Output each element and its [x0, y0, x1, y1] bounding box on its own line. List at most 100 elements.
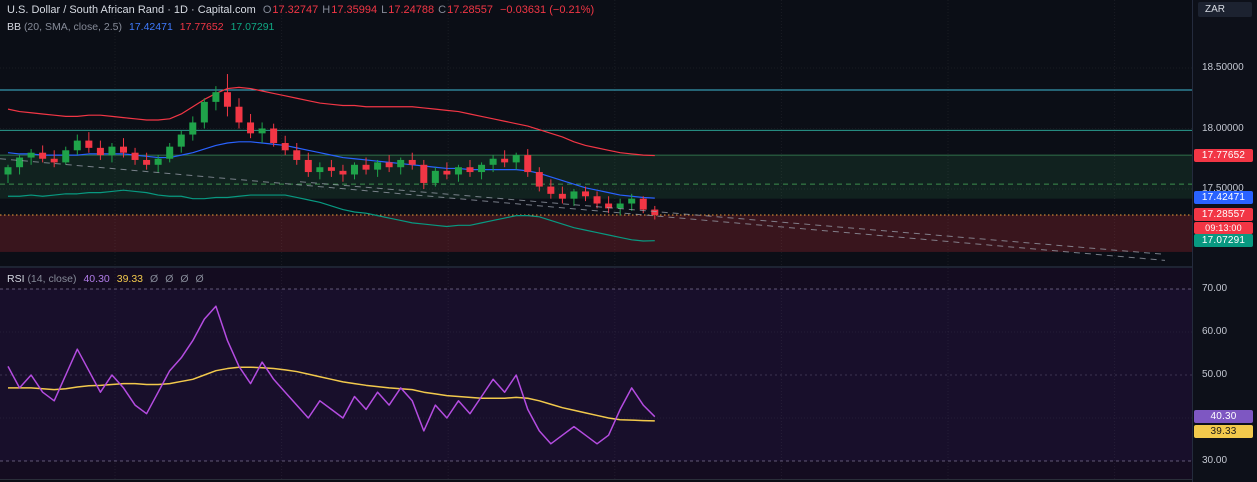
- candle[interactable]: [28, 153, 35, 158]
- candle[interactable]: [651, 210, 658, 215]
- zone-green: [0, 155, 1192, 199]
- rsi-tick: 70.00: [1202, 283, 1227, 295]
- candle[interactable]: [339, 171, 346, 175]
- candle[interactable]: [143, 160, 150, 165]
- high-label: H: [322, 4, 330, 16]
- candle[interactable]: [432, 171, 439, 183]
- candle[interactable]: [282, 143, 289, 150]
- candle[interactable]: [236, 107, 243, 123]
- candle[interactable]: [582, 191, 589, 196]
- bb-indicator-legend[interactable]: BB (20, SMA, close, 2.5) 17.42471 17.776…: [7, 21, 274, 33]
- price-tick: 18.00000: [1202, 123, 1244, 135]
- candle[interactable]: [547, 187, 554, 194]
- candle[interactable]: [617, 204, 624, 209]
- low-value: 17.24788: [388, 4, 434, 16]
- candle[interactable]: [478, 165, 485, 172]
- open-value: 17.32747: [272, 4, 318, 16]
- candle[interactable]: [524, 155, 531, 172]
- candle[interactable]: [409, 160, 416, 165]
- candle[interactable]: [490, 159, 497, 165]
- candle[interactable]: [328, 167, 335, 171]
- candle[interactable]: [39, 153, 46, 159]
- candle[interactable]: [178, 135, 185, 147]
- bb-upper-value: 17.77652: [180, 21, 224, 33]
- candle[interactable]: [305, 160, 312, 172]
- rsi-tick: 30.00: [1202, 455, 1227, 467]
- rsi-params: (14, close): [27, 273, 76, 285]
- candle[interactable]: [62, 150, 69, 162]
- candle[interactable]: [386, 162, 393, 167]
- rsi-tick: 50.00: [1202, 369, 1227, 381]
- change-value: −0.03631 (−0.21%): [500, 4, 594, 16]
- bb-params: (20, SMA, close, 2.5): [24, 21, 122, 33]
- candle[interactable]: [628, 199, 635, 204]
- main-chart-canvas[interactable]: [0, 0, 1192, 266]
- rsi-value: 40.30: [83, 273, 109, 285]
- ohlc-values: O17.32747 H17.35994 L17.24788 C17.28557: [263, 4, 493, 16]
- price-badge: 17.77652: [1194, 149, 1253, 162]
- candle[interactable]: [594, 196, 601, 203]
- bb-name[interactable]: BB: [7, 21, 21, 33]
- candle[interactable]: [74, 141, 81, 151]
- candle[interactable]: [513, 155, 520, 162]
- close-value: 17.28557: [447, 4, 493, 16]
- rsi-canvas[interactable]: [0, 268, 1192, 479]
- candle[interactable]: [455, 167, 462, 174]
- rsi-pane[interactable]: [0, 268, 1192, 479]
- candle[interactable]: [132, 153, 139, 160]
- candle[interactable]: [212, 92, 219, 102]
- candle[interactable]: [316, 167, 323, 172]
- candle[interactable]: [420, 165, 427, 183]
- candle[interactable]: [120, 147, 127, 153]
- candle[interactable]: [189, 122, 196, 134]
- candle[interactable]: [85, 141, 92, 148]
- high-value: 17.35994: [331, 4, 377, 16]
- price-badge: 17.07291: [1194, 234, 1253, 247]
- candle[interactable]: [640, 199, 647, 210]
- open-label: O: [263, 4, 272, 16]
- candle[interactable]: [97, 148, 104, 155]
- candle[interactable]: [559, 194, 566, 199]
- candle[interactable]: [270, 129, 277, 144]
- chart-window: U.S. Dollar / South African Rand · 1D · …: [0, 0, 1257, 482]
- candle[interactable]: [293, 150, 300, 160]
- rsi-empty-2: Ø: [180, 273, 188, 285]
- candle[interactable]: [51, 159, 58, 163]
- candle[interactable]: [570, 191, 577, 198]
- rsi-badge: 39.33: [1194, 425, 1253, 438]
- bb-basis-value: 17.42471: [129, 21, 173, 33]
- symbol-legend[interactable]: U.S. Dollar / South African Rand · 1D · …: [7, 4, 594, 16]
- candle[interactable]: [5, 167, 12, 174]
- time-axis-border: [0, 479, 1257, 480]
- candle[interactable]: [363, 165, 370, 170]
- candle[interactable]: [16, 158, 23, 168]
- price-axis[interactable]: ZAR 18.5000018.0000017.5000017.7765217.4…: [1192, 0, 1257, 482]
- candle[interactable]: [166, 147, 173, 159]
- low-label: L: [381, 4, 387, 16]
- candle[interactable]: [397, 160, 404, 167]
- main-chart-pane[interactable]: [0, 0, 1192, 266]
- candle[interactable]: [247, 122, 254, 133]
- price-tick: 18.50000: [1202, 62, 1244, 74]
- rsi-indicator-legend[interactable]: RSI (14, close) 40.30 39.33 Ø Ø Ø Ø: [7, 273, 204, 285]
- bb-lower-value: 17.07291: [231, 21, 275, 33]
- candle[interactable]: [467, 167, 474, 172]
- candle[interactable]: [351, 165, 358, 175]
- candle[interactable]: [501, 159, 508, 163]
- zone-red: [0, 215, 1192, 252]
- candle[interactable]: [536, 172, 543, 187]
- candle[interactable]: [443, 171, 450, 175]
- candle[interactable]: [259, 129, 266, 134]
- bar-countdown-badge: 09:13:00: [1194, 222, 1253, 234]
- pane-divider[interactable]: [0, 266, 1257, 268]
- candle[interactable]: [201, 102, 208, 123]
- rsi-name[interactable]: RSI: [7, 273, 25, 285]
- symbol-title[interactable]: U.S. Dollar / South African Rand · 1D · …: [7, 4, 256, 16]
- candle[interactable]: [374, 162, 381, 169]
- candle[interactable]: [224, 92, 231, 107]
- candle[interactable]: [155, 159, 162, 165]
- currency-label[interactable]: ZAR: [1198, 2, 1252, 17]
- candle[interactable]: [108, 147, 115, 155]
- bb-upper-band-line[interactable]: [8, 87, 655, 155]
- price-badge: 17.28557: [1194, 208, 1253, 221]
